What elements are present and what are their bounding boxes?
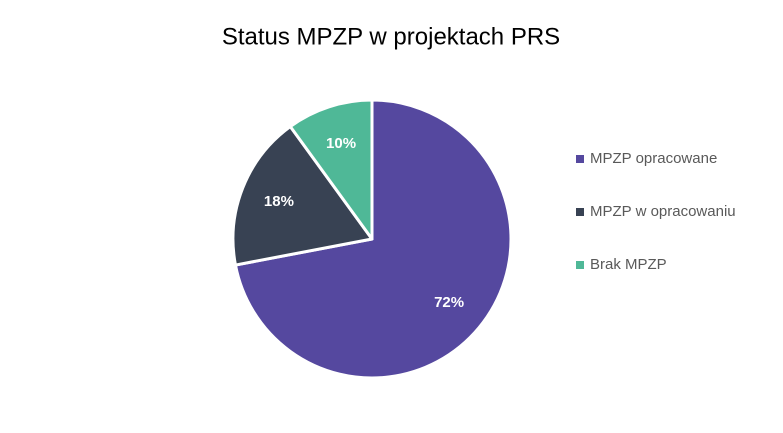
data-label: 10% bbox=[326, 135, 356, 152]
data-label: 72% bbox=[434, 294, 464, 311]
pie-slice bbox=[231, 125, 374, 267]
pie-slice bbox=[288, 98, 374, 241]
legend-label: MPZP w opracowaniu bbox=[590, 203, 736, 220]
legend-label: MPZP opracowane bbox=[590, 150, 717, 167]
chart-title: Status MPZP w projektach PRS bbox=[222, 23, 560, 50]
legend-swatch bbox=[576, 155, 584, 163]
legend-swatch bbox=[576, 208, 584, 216]
legend-label: Brak MPZP bbox=[590, 256, 667, 273]
legend-swatch bbox=[576, 261, 584, 269]
data-label: 18% bbox=[264, 193, 294, 210]
